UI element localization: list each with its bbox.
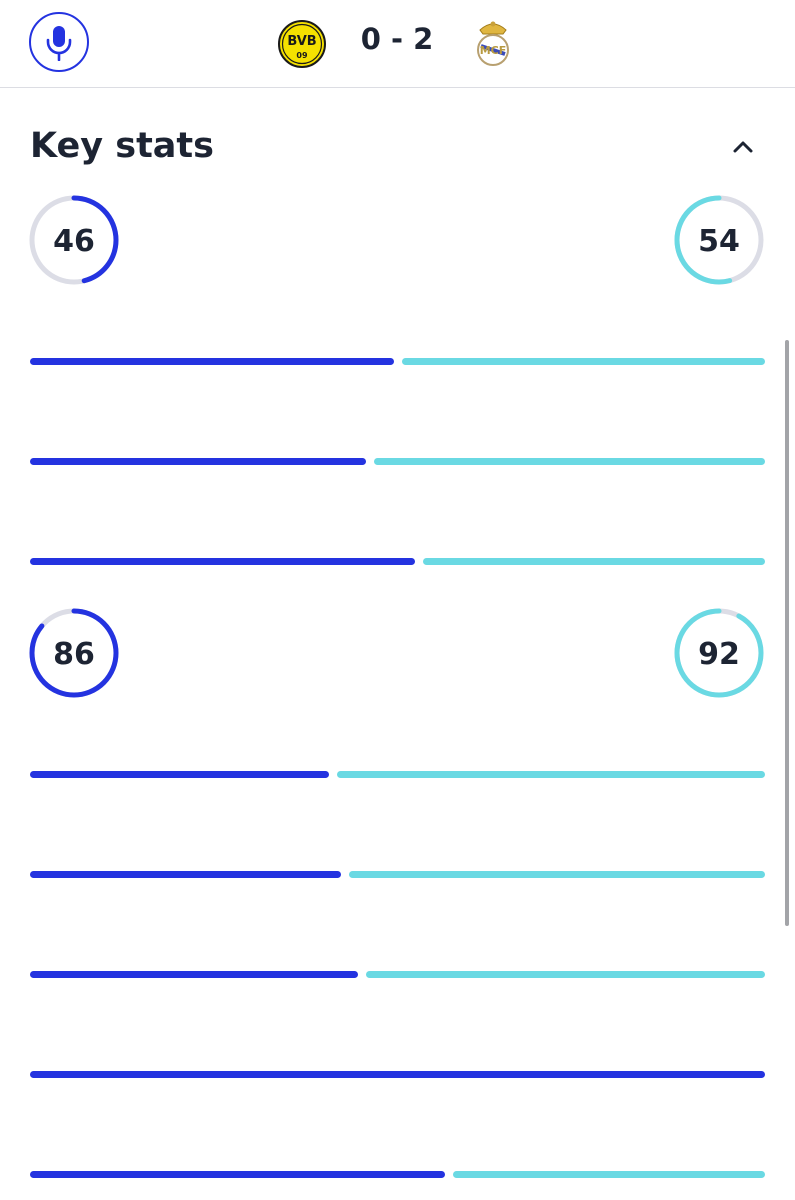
away-stat-ring-arc (674, 608, 764, 698)
home-stat-ring: 86 (29, 608, 119, 698)
microphone-icon (46, 26, 72, 61)
home-stat-bar (30, 871, 341, 878)
away-stat-bar (374, 458, 765, 465)
match-header: BVB 09 0 - 2 MCF (0, 0, 795, 88)
home-stat-ring-value: 46 (53, 224, 95, 259)
home-stat-bar (30, 358, 394, 365)
home-stat-bar (30, 1071, 765, 1078)
away-stat-bar (366, 971, 765, 978)
away-stat-bar (337, 771, 765, 778)
home-stat-bar (30, 1171, 446, 1178)
home-stat-bar (30, 458, 367, 465)
home-stat-ring-arc (29, 608, 119, 698)
home-stat-ring-arc (29, 195, 119, 285)
match-score: 0 - 2 (360, 22, 434, 56)
away-stat-ring-value: 54 (698, 224, 740, 259)
section-title: Key stats (30, 126, 214, 166)
home-stat-bar (30, 971, 359, 978)
away-stat-bar (453, 1171, 765, 1178)
real-madrid-crest[interactable]: MCF (470, 16, 516, 68)
home-stat-ring: 46 (29, 195, 119, 285)
voice-button[interactable] (29, 12, 89, 72)
home-stat-bar (30, 771, 330, 778)
home-stat-ring-value: 86 (53, 637, 95, 672)
svg-text:MCF: MCF (480, 44, 507, 57)
away-stat-ring-arc (674, 195, 764, 285)
bvb-crest[interactable]: BVB 09 (278, 20, 326, 68)
away-stat-ring: 54 (674, 195, 764, 285)
away-stat-bar (422, 558, 765, 565)
away-stat-ring: 92 (674, 608, 764, 698)
away-stat-ring-value: 92 (698, 637, 740, 672)
home-stat-bar (30, 558, 415, 565)
svg-text:BVB: BVB (287, 34, 316, 49)
away-stat-bar (401, 358, 765, 365)
away-stat-bar (348, 871, 765, 878)
chevron-up-icon[interactable] (728, 132, 758, 162)
scrollbar[interactable] (785, 340, 789, 926)
svg-text:09: 09 (296, 51, 308, 60)
